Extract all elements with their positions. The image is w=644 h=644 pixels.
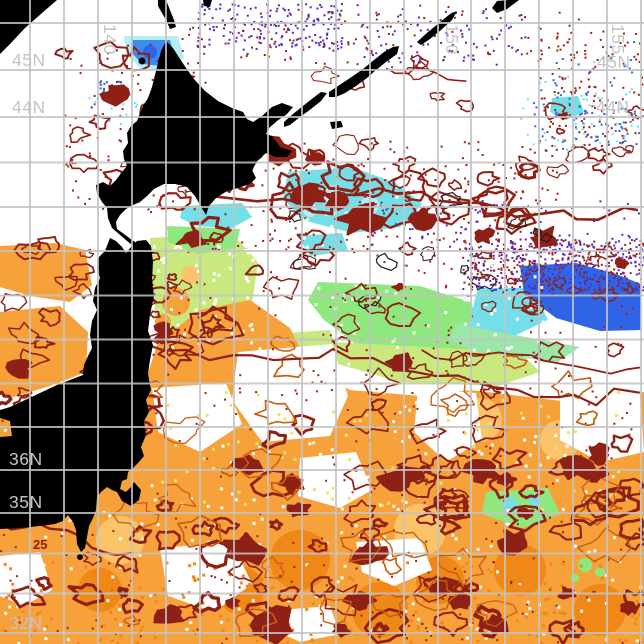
contours-orange-thin (112, 335, 632, 637)
lat-label-45N: 45N (597, 52, 631, 72)
corner-green (595, 567, 605, 577)
speckle-east-blue (533, 93, 639, 152)
land-hokkaido (96, 41, 293, 253)
lat-label-35N: 35N (9, 492, 43, 512)
front-line (200, 187, 639, 222)
speckle-purple-top2 (352, 8, 527, 70)
south-orange-deep (494, 544, 546, 596)
contour-label-25: 25 (33, 537, 47, 552)
land-primorye (0, 0, 57, 54)
east150-cyan (468, 288, 548, 337)
tsugaru-orange-spot (181, 266, 199, 284)
lon-label-140: 140 (100, 24, 120, 55)
south-orange-deep (270, 530, 330, 590)
land-kunashiri (284, 92, 327, 127)
lon-label-155: 155 (608, 24, 628, 55)
contours-e150 (477, 245, 635, 316)
south-orange-deep (78, 568, 122, 612)
soya-blue-core (143, 45, 157, 59)
cloud-white (232, 344, 348, 442)
speckle-ne-blue (540, 41, 641, 150)
east150-palegreen (448, 324, 580, 362)
rim-line (421, 349, 641, 375)
land-iturup (329, 46, 399, 97)
land-rishiri (138, 57, 146, 65)
lat-label-44N: 44N (12, 97, 46, 117)
lat-label-45N: 45N (12, 50, 46, 70)
layer-contour-labels: 20 5 25 (33, 190, 411, 552)
land-honshu (0, 238, 154, 552)
speckle-east-cyan (520, 92, 639, 151)
land-izu-oshima (77, 554, 83, 560)
layer-land (0, 0, 519, 560)
contour-label-20: 20 (199, 326, 213, 341)
speckle-south-yellow (161, 390, 620, 511)
lon-label-150: 150 (442, 24, 462, 55)
contour-label-5: 5 (404, 190, 411, 205)
lat-label-32N: 32N (9, 613, 43, 633)
lat-label-44N: 44N (596, 97, 630, 117)
cloud-white (414, 388, 482, 462)
lat-label-36N: 36N (9, 449, 43, 469)
land-islet-top (203, 0, 212, 7)
layer-geo-labels: 45N 44N 36N 35N 32N 45N 44N 140 150 155 (9, 24, 631, 633)
contours-mid (141, 229, 625, 397)
corner-green (578, 558, 592, 572)
